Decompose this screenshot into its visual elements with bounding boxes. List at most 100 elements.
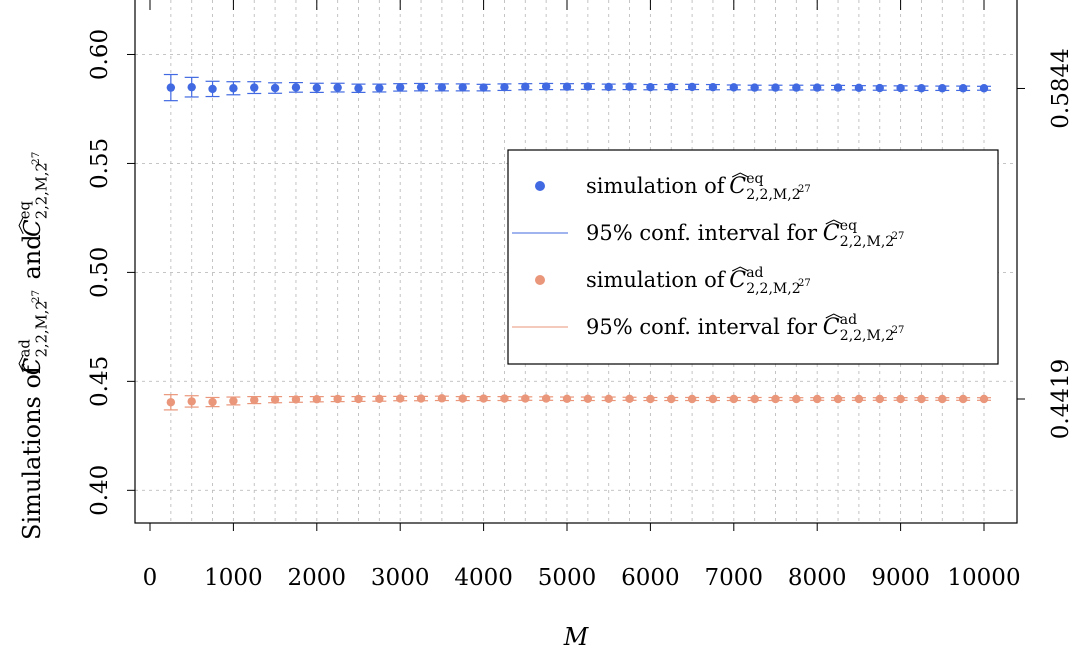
data-point: [458, 83, 467, 92]
series-eq: [163, 73, 991, 102]
data-point: [771, 394, 780, 404]
math-C: C: [20, 219, 46, 237]
right-tick-label: 0.4419: [1048, 359, 1074, 439]
data-point: [896, 83, 905, 93]
data-point: [166, 83, 176, 92]
math-sub-exp: 27: [798, 278, 811, 289]
data-point: [437, 394, 447, 403]
data-point: [562, 394, 572, 403]
data-point: [333, 83, 342, 92]
math-sub-exp: 27: [892, 231, 905, 242]
data-point: [500, 394, 509, 403]
data-point: [541, 82, 551, 91]
data-point: [875, 394, 884, 404]
hat-mark: [731, 266, 749, 272]
x-tick-label: 4000: [454, 565, 513, 591]
data-point: [583, 394, 593, 403]
data-point: [687, 82, 697, 92]
math-sup: ad: [746, 265, 763, 281]
data-point: [375, 83, 384, 93]
y-title-connector: and: [18, 234, 46, 279]
data-point: [813, 394, 822, 404]
data-point: [833, 394, 843, 404]
y-tick-label: 0.55: [87, 138, 113, 189]
math-sup: ad: [840, 312, 857, 328]
data-point: [396, 83, 405, 92]
data-point: [479, 394, 488, 403]
legend-box: [507, 149, 999, 365]
data-point: [854, 83, 864, 93]
data-point: [896, 394, 905, 404]
data-point: [687, 394, 697, 404]
right-axis: 0.5844 0.4419: [1017, 48, 1074, 439]
data-point: [854, 394, 864, 404]
hat-mark: [825, 219, 843, 225]
data-point: [729, 394, 738, 404]
math-sub: 2,2,M,2: [840, 234, 894, 250]
data-point: [521, 394, 530, 403]
x-tick-label: 2000: [288, 565, 347, 591]
data-point: [312, 395, 321, 404]
data-point: [604, 394, 613, 403]
data-point: [979, 84, 989, 93]
hat-mark: [18, 355, 24, 373]
data-point: [229, 84, 238, 93]
data-point: [625, 82, 634, 91]
math-C: C: [823, 221, 840, 246]
math-C: C: [729, 268, 746, 293]
math-sub-exp: 27: [30, 290, 42, 303]
math-sub-exp: 27: [30, 152, 42, 165]
data-point: [229, 396, 238, 406]
data-point: [583, 82, 593, 91]
data-point: [729, 83, 738, 92]
data-point: [792, 83, 801, 92]
hat-mark: [731, 172, 749, 178]
data-point: [625, 394, 634, 403]
data-point: [792, 394, 801, 404]
data-point: [416, 82, 426, 92]
data-point: [958, 84, 968, 93]
math-sub: 2,2,M,2: [746, 281, 800, 297]
data-point: [354, 84, 363, 93]
plot-frame: [134, 0, 1018, 524]
y-tick-label: 0.45: [87, 356, 113, 407]
math-sub: 2,2,M,2: [33, 300, 50, 357]
data-point: [604, 82, 613, 92]
data-point: [416, 394, 426, 403]
series: [163, 73, 991, 411]
x-tick-label: 6000: [621, 565, 680, 591]
data-point: [208, 84, 217, 94]
data-point: [250, 395, 259, 405]
math-C: C: [823, 315, 840, 340]
data-point: [917, 84, 926, 93]
legend-point-marker: [535, 275, 545, 285]
data-point: [708, 82, 718, 92]
data-point: [291, 395, 301, 404]
x-tick-label: 9000: [871, 565, 930, 591]
data-point: [750, 394, 759, 404]
math-sub: 2,2,M,2: [33, 162, 50, 219]
data-point: [708, 394, 718, 404]
math-sup: eq: [840, 218, 857, 234]
math-sub-exp: 27: [798, 184, 811, 195]
data-point: [479, 83, 488, 92]
x-tick-label: 10000: [947, 565, 1020, 591]
legend-point-marker: [535, 181, 545, 191]
data-point: [187, 82, 196, 92]
legend-label: simulation of: [586, 268, 727, 292]
x-tick-label: 3000: [371, 565, 430, 591]
math-C: C: [729, 174, 746, 199]
series-ad: [163, 394, 991, 411]
math-C: C: [20, 357, 46, 375]
data-point: [437, 83, 447, 92]
